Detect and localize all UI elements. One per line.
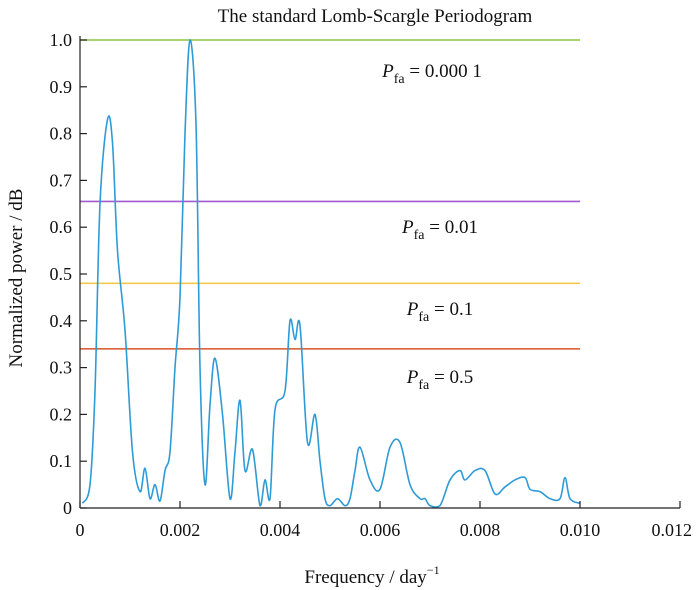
threshold-label-var: P: [406, 299, 419, 320]
threshold-label: Pfa = 0.1: [406, 299, 473, 325]
threshold-label-var: P: [381, 61, 394, 82]
threshold-label-var: P: [406, 367, 419, 388]
x-axis-label-text: Frequency / day: [304, 567, 427, 588]
threshold-label-value: = 0.000 1: [405, 61, 482, 82]
x-axis-label-superscript: −1: [427, 563, 440, 577]
threshold-label-sub: fa: [418, 310, 430, 325]
threshold-label-sub: fa: [418, 378, 430, 393]
threshold-label-value: = 0.01: [425, 217, 478, 238]
series-layer: [81, 39, 581, 508]
threshold-label: Pfa = 0.000 1: [381, 61, 482, 87]
y-tick-label: 0.6: [50, 217, 73, 237]
threshold-label-value: = 0.1: [429, 299, 473, 320]
x-axis-label: Frequency / day−1: [304, 563, 439, 588]
x-tick-label: 0.010: [560, 520, 601, 540]
y-tick-label: 0.7: [50, 170, 73, 190]
y-axis-label: Normalized power / dB: [6, 189, 27, 368]
threshold-label-var: P: [401, 217, 414, 238]
y-tick-label: 0.5: [50, 264, 73, 284]
threshold-label-sub: fa: [394, 72, 406, 87]
chart-title: The standard Lomb-Scargle Periodogram: [218, 6, 533, 27]
x-tick-label: 0.008: [460, 520, 501, 540]
x-tick-label: 0.002: [160, 520, 201, 540]
x-tick-label: 0.012: [652, 520, 693, 540]
threshold-lines: [80, 39, 580, 350]
axes: 0 0.1 0.2 0.3 0.4 0.5 0.6 0.7 0.8 0.9 1.0 0 0.002 0.0…: [50, 30, 693, 540]
threshold-label-value: = 0.5: [429, 367, 473, 388]
y-tick-label: 0.1: [50, 451, 73, 471]
threshold-label: Pfa = 0.5: [406, 367, 473, 393]
threshold-label-sub: fa: [414, 228, 426, 243]
x-tick-label: 0.006: [360, 520, 401, 540]
y-tick-label: 1.0: [50, 30, 73, 50]
y-tick-label: 0.2: [50, 404, 73, 424]
y-tick-label: 0.9: [50, 77, 73, 97]
y-tick-label: 0.8: [50, 124, 73, 144]
x-tick-label: 0: [76, 520, 85, 540]
y-tick-label: 0.3: [50, 358, 73, 378]
y-tick-label: 0.4: [50, 311, 73, 331]
threshold-label: Pfa = 0.01: [401, 217, 478, 243]
x-tick-label: 0.004: [260, 520, 301, 540]
periodogram-series-line: [81, 39, 581, 508]
y-tick-label: 0: [63, 498, 72, 518]
